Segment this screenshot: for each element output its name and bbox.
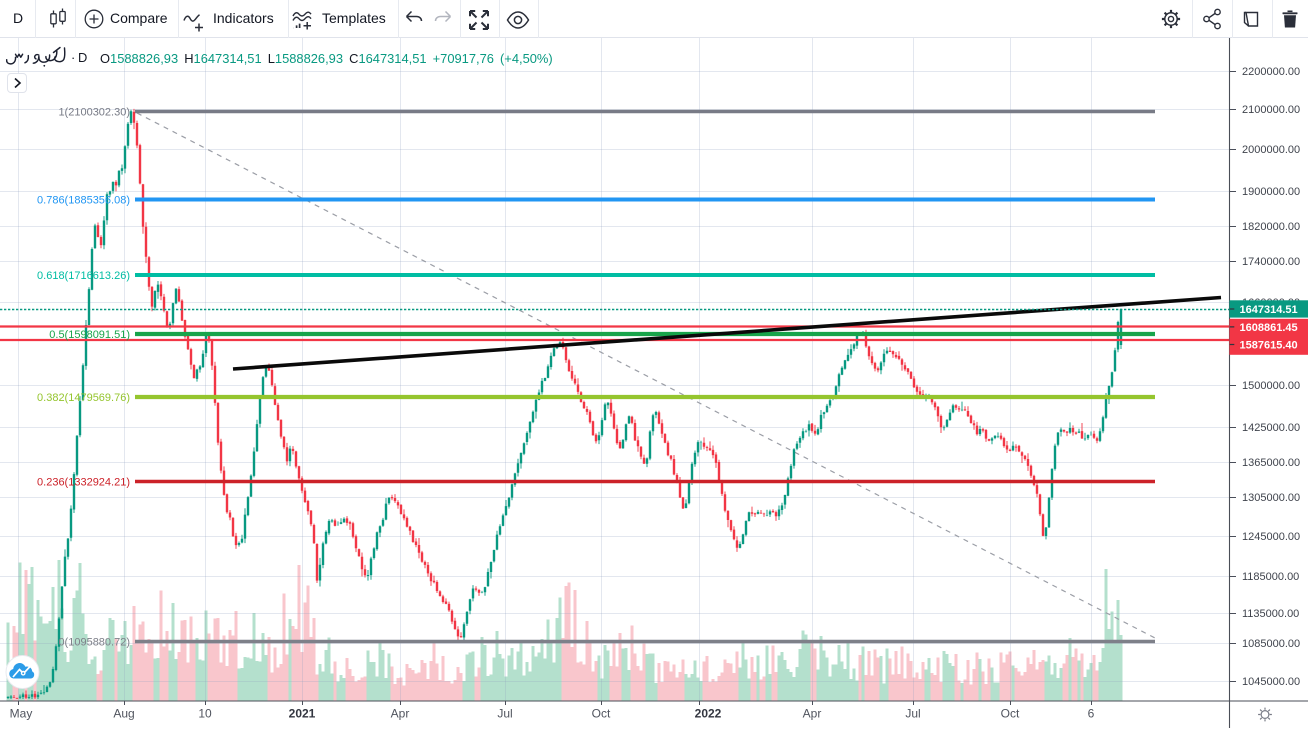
svg-text:10: 10	[198, 707, 212, 721]
svg-text:1135000.00: 1135000.00	[1242, 608, 1299, 620]
svg-text:1425000.00: 1425000.00	[1242, 422, 1300, 434]
svg-text:1647314.51: 1647314.51	[1240, 304, 1298, 316]
svg-text:1900000.00: 1900000.00	[1242, 186, 1300, 198]
svg-text:May: May	[10, 707, 33, 721]
svg-text:Apr: Apr	[391, 707, 410, 721]
svg-text:0.618(1716613.26): 0.618(1716613.26)	[37, 270, 130, 282]
svg-text:6: 6	[1088, 707, 1095, 721]
svg-text:Aug: Aug	[113, 707, 134, 721]
svg-text:2100000.00: 2100000.00	[1242, 104, 1300, 116]
svg-text:1608861.45: 1608861.45	[1240, 322, 1298, 334]
svg-text:1305000.00: 1305000.00	[1242, 492, 1300, 504]
svg-text:2000000.00: 2000000.00	[1242, 144, 1300, 156]
svg-text:1740000.00: 1740000.00	[1242, 256, 1300, 268]
svg-text:0.236(1332924.21): 0.236(1332924.21)	[37, 477, 130, 489]
svg-text:Jul: Jul	[905, 707, 920, 721]
svg-text:1045000.00: 1045000.00	[1242, 676, 1300, 688]
svg-text:2021: 2021	[289, 707, 316, 721]
svg-text:1500000.00: 1500000.00	[1242, 380, 1300, 392]
svg-text:0.786(1885356.08): 0.786(1885356.08)	[37, 195, 130, 207]
svg-text:1365000.00: 1365000.00	[1242, 457, 1300, 469]
svg-text:1820000.00: 1820000.00	[1242, 221, 1300, 233]
svg-text:1085000.00: 1085000.00	[1242, 638, 1300, 650]
svg-text:1587615.40: 1587615.40	[1240, 339, 1298, 351]
svg-text:0(1095880.72): 0(1095880.72)	[58, 637, 130, 649]
svg-text:2200000.00: 2200000.00	[1242, 66, 1300, 78]
svg-text:2022: 2022	[695, 707, 722, 721]
svg-text:1(2100302.30): 1(2100302.30)	[58, 107, 130, 119]
svg-text:Oct: Oct	[1001, 707, 1020, 721]
svg-text:0.382(1479569.76): 0.382(1479569.76)	[37, 392, 130, 404]
svg-text:Apr: Apr	[803, 707, 822, 721]
svg-text:Oct: Oct	[592, 707, 611, 721]
svg-text:1245000.00: 1245000.00	[1242, 531, 1300, 543]
svg-text:Jul: Jul	[497, 707, 512, 721]
svg-text:1185000.00: 1185000.00	[1242, 571, 1299, 583]
svg-text:0.5(1598091.51): 0.5(1598091.51)	[49, 329, 130, 341]
